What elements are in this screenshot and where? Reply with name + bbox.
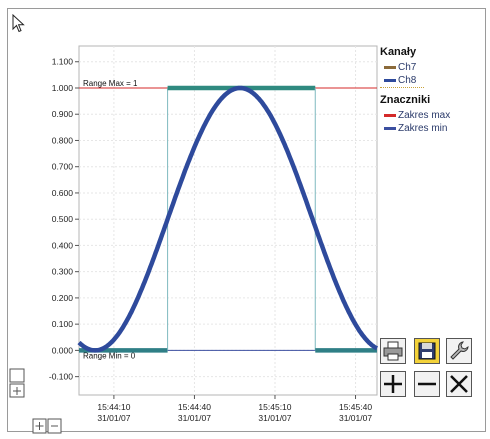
x-tick-date: 31/01/07 <box>339 413 372 423</box>
save-icon <box>418 342 436 360</box>
y-tick-label: 1.000 <box>52 83 74 93</box>
save-button[interactable] <box>414 338 440 364</box>
legend-swatch-ch7 <box>384 66 396 69</box>
split-horizontal-icon[interactable] <box>32 418 62 439</box>
print-button[interactable] <box>380 338 406 364</box>
x-tick-date: 31/01/07 <box>97 413 130 423</box>
legend: Kanały Ch7 Ch8 Znaczniki Zakres max Zakr… <box>380 46 484 135</box>
grid <box>78 45 378 396</box>
zoom-in-button[interactable] <box>380 371 406 397</box>
legend-label-ch8: Ch8 <box>398 75 417 86</box>
x-tick-date: 31/01/07 <box>178 413 211 423</box>
cursor-icon[interactable] <box>12 13 26 39</box>
legend-label-zakres-max: Zakres max <box>398 110 451 121</box>
marker-label: Range Min = 0 <box>83 351 136 360</box>
y-tick-label: 0.900 <box>52 109 74 119</box>
y-tick-label: 0.700 <box>52 162 74 172</box>
y-tick-label: 0.400 <box>52 240 74 250</box>
series-ch8-line <box>77 85 379 353</box>
split-vertical-icon[interactable] <box>9 368 25 403</box>
legend-item-zakres-max[interactable]: Zakres max <box>380 109 484 122</box>
settings-wrench-icon <box>450 341 469 360</box>
series-layer <box>77 85 379 353</box>
close-button[interactable] <box>446 371 472 397</box>
marker-label: Range Max = 1 <box>83 79 138 88</box>
legend-item-ch7[interactable]: Ch7 <box>380 61 484 74</box>
zoom-out-icon <box>418 382 436 386</box>
axes: -0.100 0.000 0.100 0.200 0.300 0.400 0.500 0.60… <box>49 57 372 423</box>
legend-channels-title: Kanały <box>380 46 417 58</box>
y-tick-label: 0.000 <box>52 345 74 355</box>
legend-markers-title: Znaczniki <box>380 94 431 106</box>
close-icon <box>450 375 468 393</box>
x-tick-time: 15:45:10 <box>258 402 291 412</box>
x-tick-date: 31/01/07 <box>258 413 291 423</box>
legend-swatch-ch8 <box>384 79 396 82</box>
y-tick-label: -0.100 <box>49 372 73 382</box>
y-tick-label: 1.100 <box>52 57 74 67</box>
y-tick-label: 0.500 <box>52 214 74 224</box>
legend-item-ch8[interactable]: Ch8 <box>380 74 424 88</box>
y-tick-label: 0.800 <box>52 135 74 145</box>
legend-swatch-zakres-max <box>384 114 396 117</box>
x-tick-time: 15:44:10 <box>97 402 130 412</box>
y-tick-label: 0.600 <box>52 188 74 198</box>
y-tick-label: 0.100 <box>52 319 74 329</box>
legend-label-zakres-min: Zakres min <box>398 123 448 134</box>
zoom-in-icon <box>384 375 402 393</box>
plot-frame <box>78 45 378 396</box>
x-tick-time: 15:44:40 <box>178 402 211 412</box>
zoom-out-button[interactable] <box>414 371 440 397</box>
x-tick-time: 15:45:40 <box>339 402 372 412</box>
y-tick-label: 0.300 <box>52 267 74 277</box>
print-icon <box>383 341 403 361</box>
legend-label-ch7: Ch7 <box>398 62 417 73</box>
y-tick-label: 0.200 <box>52 293 74 303</box>
legend-swatch-zakres-min <box>384 127 396 130</box>
settings-button[interactable] <box>446 338 472 364</box>
legend-item-zakres-min[interactable]: Zakres min <box>380 122 484 135</box>
